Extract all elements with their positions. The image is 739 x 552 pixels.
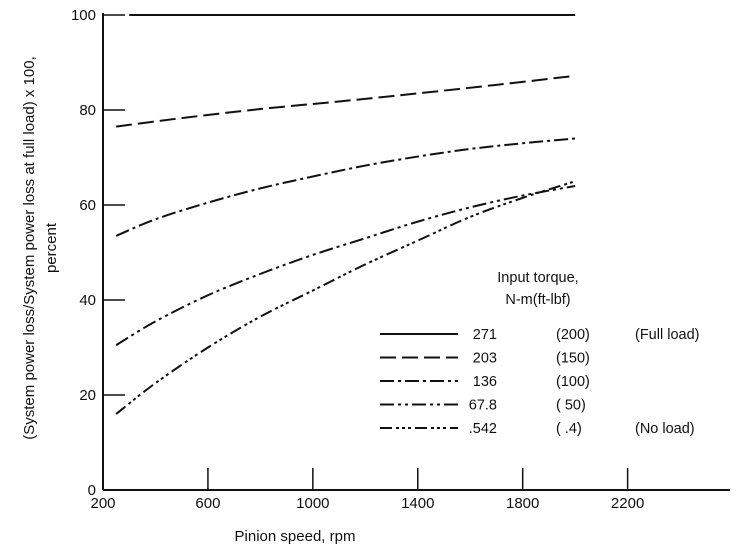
series-line-5 [115,180,576,415]
x-tick-label: 2200 [611,495,644,512]
legend-note: (Full load) [635,327,699,343]
series-lines [115,13,576,415]
series-line-3 [115,137,576,237]
legend-imperial-value: (150) [556,351,590,367]
series-line-4 [115,185,576,346]
x-axis-label: Pinion speed, rpm [235,528,356,545]
y-axis-label-line1: (System power loss/System power loss at … [21,56,38,439]
legend-si-value: 203 [473,351,497,367]
y-tick-label: 40 [79,292,96,309]
y-tick-label: 0 [88,482,96,499]
y-ticks: 0 20 40 60 80 100 [71,7,125,499]
series-line-2 [115,74,576,128]
x-ticks: 200 600 1000 1400 1800 2200 [90,468,644,512]
legend-si-value: .542 [469,421,497,437]
y-tick-label: 80 [79,102,96,119]
legend-title-line2: N-m(ft-lbf) [505,292,570,308]
legend-entries: 271 (200) (Full load) 203 (150) 136 (100) 67.8 (… [380,327,699,437]
legend-title-line1: Input torque, [497,270,578,286]
legend-imperial-value: (200) [556,327,590,343]
x-tick-label: 1400 [401,495,434,512]
legend-si-value: 67.8 [469,398,497,414]
legend-imperial-value: (100) [556,374,590,390]
legend-si-value: 271 [473,327,497,343]
y-tick-label: 20 [79,387,96,404]
legend: Input torque, N-m(ft-lbf) 271 (200) (Full … [380,270,699,437]
legend-imperial-value: ( .4) [556,421,582,437]
x-tick-label: 200 [90,495,115,512]
y-tick-label: 60 [79,197,96,214]
legend-si-value: 136 [473,374,497,390]
y-axis-label-line2: percent [43,222,60,273]
x-tick-label: 1800 [506,495,539,512]
axes [102,13,730,491]
legend-imperial-value: ( 50) [556,398,586,414]
x-tick-label: 1000 [296,495,329,512]
y-tick-label: 100 [71,7,96,24]
x-tick-label: 600 [195,495,220,512]
legend-note: (No load) [635,421,695,437]
